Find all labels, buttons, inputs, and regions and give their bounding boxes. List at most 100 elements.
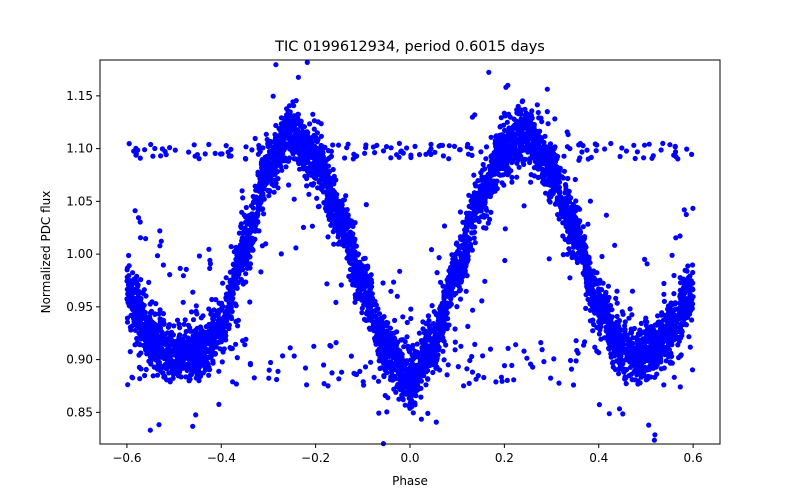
- data-point: [283, 164, 289, 170]
- data-point: [268, 174, 274, 180]
- data-point: [628, 330, 635, 336]
- data-point: [586, 265, 592, 271]
- data-point: [304, 183, 310, 189]
- data-point: [306, 170, 312, 176]
- data-point: [468, 198, 474, 204]
- data-point: [624, 332, 630, 338]
- data-point: [271, 189, 277, 195]
- data-point: [637, 380, 643, 386]
- data-point: [600, 294, 606, 300]
- data-point: [413, 393, 419, 399]
- data-point: [400, 397, 406, 403]
- data-point: [597, 317, 603, 323]
- data-point: [483, 156, 489, 162]
- data-point: [425, 376, 431, 382]
- data-point: [667, 309, 673, 315]
- data-point: [531, 165, 538, 171]
- data-point: [261, 211, 267, 217]
- data-point: [429, 303, 435, 309]
- data-point: [295, 111, 301, 117]
- data-point: [529, 115, 535, 121]
- data-point: [347, 260, 353, 266]
- data-point: [399, 373, 405, 379]
- data-point: [204, 359, 210, 365]
- data-point: [402, 402, 408, 408]
- data-point: [279, 167, 285, 173]
- data-point: [683, 321, 689, 327]
- data-point: [476, 197, 482, 203]
- data-point: [345, 232, 351, 238]
- data-point: [514, 124, 521, 130]
- data-point: [587, 318, 594, 324]
- data-point: [482, 166, 488, 172]
- data-point: [286, 103, 293, 109]
- data-point: [207, 349, 213, 355]
- data-point: [157, 307, 163, 313]
- data-point: [226, 300, 232, 306]
- data-point: [687, 273, 693, 279]
- data-point: [540, 166, 546, 172]
- data-point: [248, 203, 254, 209]
- data-point: [518, 129, 524, 135]
- data-point: [457, 287, 463, 293]
- data-point: [207, 367, 213, 373]
- data-point: [492, 138, 498, 144]
- data-point: [156, 311, 162, 317]
- data-point: [325, 234, 331, 240]
- data-point: [594, 324, 600, 330]
- data-point: [350, 223, 356, 229]
- data-point: [561, 168, 568, 174]
- data-point: [344, 248, 350, 254]
- data-point: [483, 225, 489, 231]
- data-point: [312, 171, 318, 177]
- data-point: [627, 306, 633, 312]
- data-point: [414, 341, 420, 347]
- data-point: [690, 280, 696, 286]
- data-point: [300, 166, 307, 172]
- data-point: [333, 202, 339, 209]
- data-point: [407, 405, 413, 411]
- data-point: [660, 317, 667, 323]
- data-point: [684, 285, 690, 291]
- data-point: [616, 366, 622, 372]
- data-point: [320, 189, 326, 195]
- data-point: [453, 290, 459, 296]
- data-point: [171, 347, 177, 353]
- data-point: [354, 291, 360, 297]
- data-point: [186, 378, 192, 384]
- data-point: [171, 323, 177, 329]
- data-point: [534, 102, 540, 108]
- data-point: [630, 335, 636, 341]
- data-point: [570, 249, 576, 256]
- data-point: [584, 282, 590, 288]
- data-point: [278, 115, 284, 121]
- data-point: [563, 223, 569, 229]
- data-point: [423, 332, 430, 338]
- data-point: [569, 254, 575, 261]
- data-point: [622, 319, 628, 325]
- data-point: [416, 330, 422, 336]
- data-point: [469, 230, 475, 236]
- data-point: [219, 359, 225, 365]
- data-point: [157, 316, 163, 322]
- data-point: [392, 373, 398, 379]
- data-point: [493, 182, 499, 188]
- data-point: [573, 241, 580, 248]
- data-point: [443, 287, 449, 293]
- data-point: [547, 199, 553, 205]
- data-point: [346, 238, 352, 244]
- data-point: [314, 130, 320, 136]
- data-point: [406, 373, 412, 380]
- data-point: [487, 193, 493, 200]
- data-point: [326, 216, 332, 222]
- data-point: [384, 364, 390, 370]
- data-point: [566, 246, 572, 252]
- data-point: [176, 321, 182, 327]
- data-point: [126, 273, 132, 279]
- data-point: [566, 188, 572, 194]
- data-point: [273, 135, 279, 141]
- data-point: [359, 310, 365, 316]
- data-point: [190, 356, 196, 363]
- data-point: [394, 384, 400, 390]
- data-point: [266, 193, 272, 199]
